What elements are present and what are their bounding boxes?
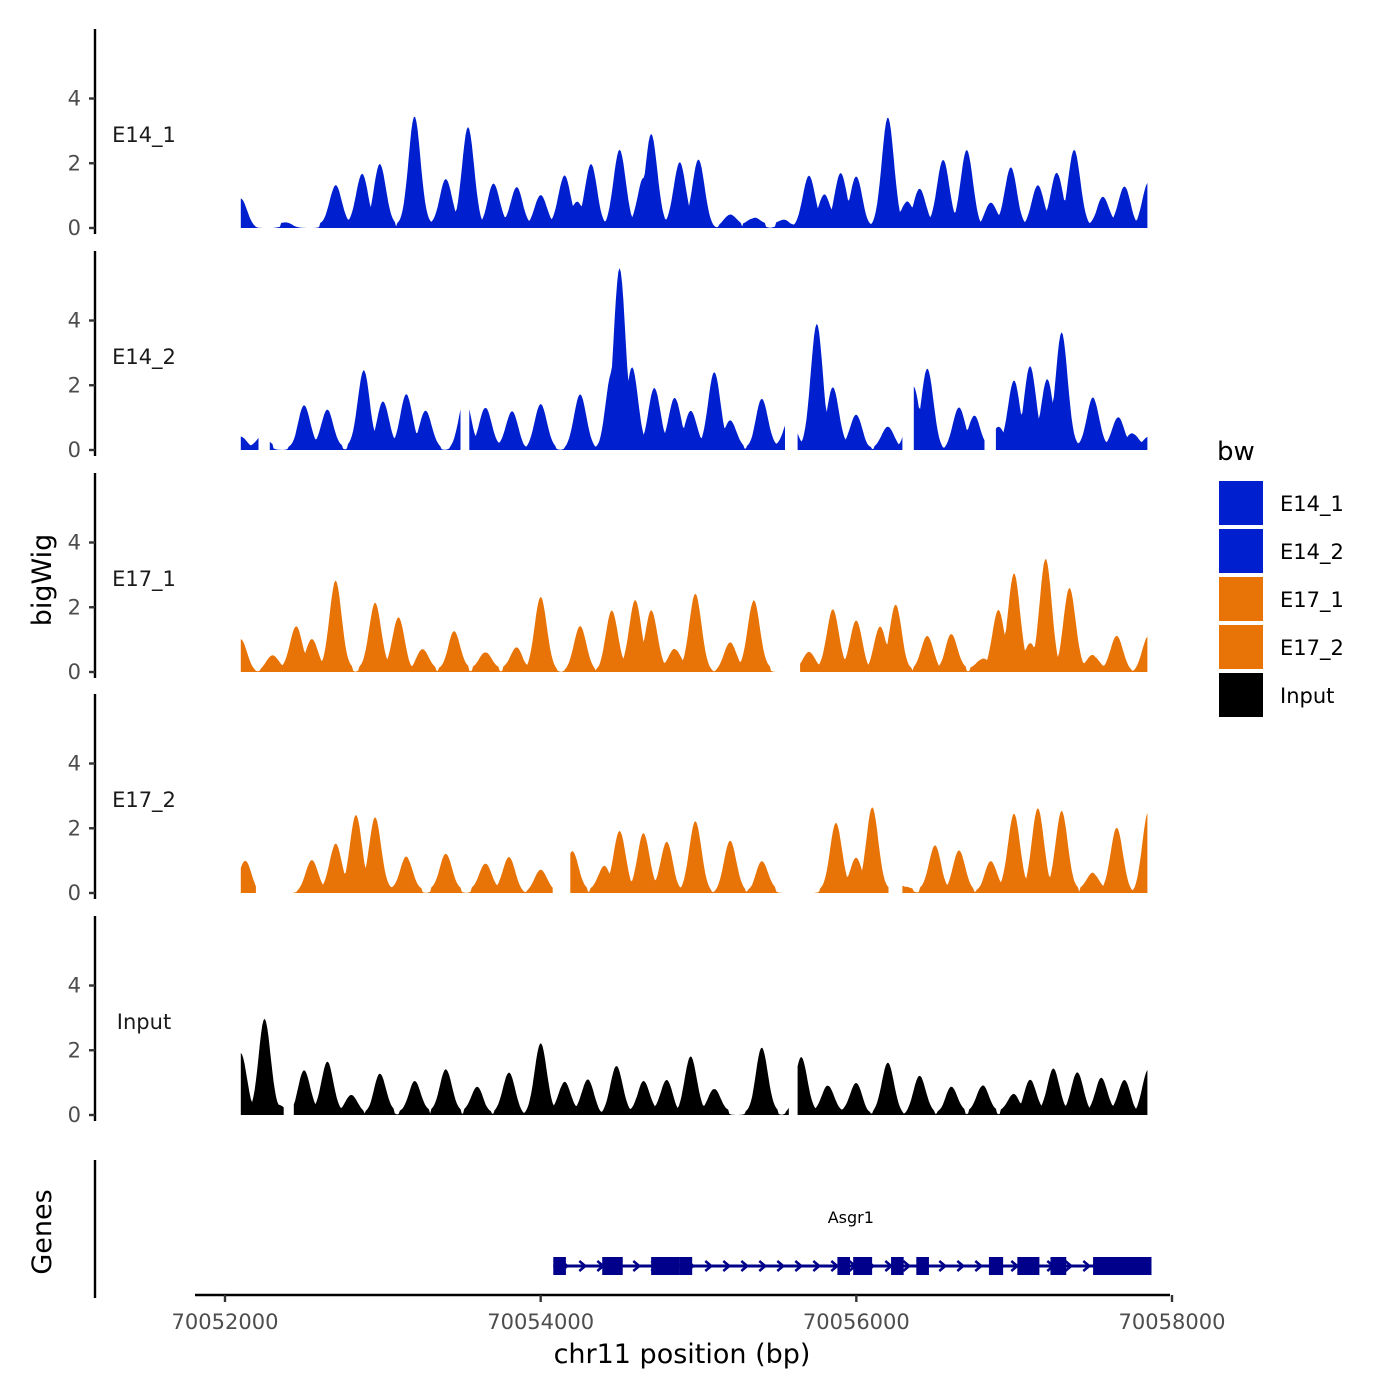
track-label: E14_1 bbox=[112, 123, 176, 148]
x-tick-label: 70052000 bbox=[172, 1310, 279, 1334]
y-tick-label: 0 bbox=[68, 216, 81, 240]
coverage-area bbox=[570, 821, 789, 893]
coverage-area bbox=[800, 559, 1148, 672]
tracks-layer: 0 2 4 E14_1 0 2 4 E14_2 0 2 4 E17_1 0 2 4 E17_2 0 2 4 Input bbox=[68, 29, 1148, 1127]
x-tick-label: 70056000 bbox=[803, 1310, 910, 1334]
exon-block bbox=[1017, 1257, 1040, 1275]
strand-arrow bbox=[902, 1260, 912, 1272]
x-axis-title: chr11 position (bp) bbox=[554, 1339, 811, 1370]
track-E17_2: 0 2 4 E17_2 bbox=[68, 694, 1148, 905]
y-tick-label: 4 bbox=[68, 974, 81, 998]
strand-arrow bbox=[1064, 1260, 1074, 1272]
gene-Asgr1: Asgr1 bbox=[553, 1208, 1152, 1275]
exon-block bbox=[1050, 1257, 1067, 1275]
strand-arrow bbox=[830, 1260, 840, 1272]
coverage-area bbox=[797, 323, 903, 450]
y-axis-title: bigWig bbox=[27, 534, 58, 627]
legend-label: E17_2 bbox=[1280, 636, 1344, 661]
coverage-area bbox=[995, 332, 1148, 450]
strand-arrow bbox=[938, 1260, 948, 1272]
coverage-area bbox=[913, 368, 985, 450]
strand-arrow bbox=[1010, 1260, 1020, 1272]
y-tick-label: 2 bbox=[68, 151, 81, 175]
y-tick-label: 2 bbox=[68, 1038, 81, 1062]
strand-arrow bbox=[758, 1260, 768, 1272]
y-tick-label: 4 bbox=[68, 531, 81, 555]
strand-arrow bbox=[632, 1260, 642, 1272]
track-label: E17_1 bbox=[112, 567, 176, 592]
strand-arrow bbox=[812, 1260, 822, 1272]
legend-title: bw bbox=[1217, 437, 1255, 467]
strand-arrow bbox=[740, 1260, 750, 1272]
coverage-area bbox=[240, 198, 265, 228]
coverage-area bbox=[240, 860, 256, 893]
track-label: Input bbox=[117, 1010, 171, 1034]
track-E17_1: 0 2 4 E17_1 bbox=[68, 473, 1148, 684]
coverage-area bbox=[814, 807, 889, 893]
y-tick-label: 0 bbox=[68, 438, 81, 462]
gene-name-label: Asgr1 bbox=[828, 1208, 874, 1227]
strand-arrow bbox=[578, 1260, 588, 1272]
y-tick-label: 2 bbox=[68, 816, 81, 840]
exon-block bbox=[679, 1257, 693, 1275]
exon-block bbox=[1093, 1257, 1152, 1275]
genes-axis-title: Genes bbox=[27, 1189, 58, 1274]
y-tick-label: 0 bbox=[68, 881, 81, 905]
exon-block bbox=[988, 1257, 1004, 1275]
y-tick-label: 0 bbox=[68, 1103, 81, 1127]
legend-swatch bbox=[1219, 577, 1263, 621]
strand-arrow bbox=[704, 1260, 714, 1272]
y-tick-label: 4 bbox=[68, 752, 81, 776]
exon-block bbox=[891, 1257, 904, 1275]
strand-arrow bbox=[1082, 1260, 1092, 1272]
exon-block bbox=[553, 1257, 566, 1275]
coverage-area bbox=[273, 116, 1148, 228]
coverage-area bbox=[240, 436, 259, 450]
legend-label: Input bbox=[1280, 684, 1334, 708]
x-tick-label: 70054000 bbox=[487, 1310, 594, 1334]
legend-swatch bbox=[1219, 529, 1263, 573]
strand-arrow bbox=[974, 1260, 984, 1272]
legend-label: E14_1 bbox=[1280, 492, 1344, 517]
coverage-area bbox=[292, 815, 553, 893]
y-tick-label: 0 bbox=[68, 660, 81, 684]
exon-block bbox=[651, 1257, 680, 1275]
coverage-area bbox=[469, 268, 785, 450]
strand-arrow bbox=[794, 1260, 804, 1272]
legend: bw E14_1 E14_2 E17_1 E17_2 Input bbox=[1217, 437, 1344, 717]
exon-block bbox=[837, 1257, 851, 1275]
exon-block bbox=[602, 1257, 623, 1275]
track-label: E14_2 bbox=[112, 345, 176, 370]
y-tick-label: 4 bbox=[68, 309, 81, 333]
exon-block bbox=[916, 1257, 929, 1275]
legend-swatch bbox=[1219, 625, 1263, 669]
track-label: E17_2 bbox=[112, 788, 176, 813]
y-tick-label: 2 bbox=[68, 595, 81, 619]
track-E14_1: 0 2 4 E14_1 bbox=[68, 29, 1148, 240]
exon-block bbox=[853, 1257, 873, 1275]
coverage-area bbox=[293, 1043, 789, 1115]
x-tick-label: 70058000 bbox=[1119, 1310, 1226, 1334]
legend-label: E17_1 bbox=[1280, 588, 1344, 613]
coverage-area bbox=[269, 370, 461, 450]
genes-panel: Asgr1 bbox=[93, 1160, 1152, 1298]
coverage-area bbox=[902, 808, 1148, 893]
track-Input: 0 2 4 Input bbox=[68, 916, 1148, 1127]
y-tick-label: 2 bbox=[68, 373, 81, 397]
legend-label: E14_2 bbox=[1280, 540, 1344, 565]
track-E14_2: 0 2 4 E14_2 bbox=[68, 251, 1148, 462]
coverage-area bbox=[240, 1018, 284, 1115]
strand-arrow bbox=[956, 1260, 966, 1272]
y-tick-label: 4 bbox=[68, 87, 81, 111]
coverage-area bbox=[240, 580, 789, 672]
coverage-area bbox=[797, 1057, 1148, 1115]
strand-arrow bbox=[722, 1260, 732, 1272]
strand-arrow bbox=[776, 1260, 786, 1272]
legend-swatch bbox=[1219, 481, 1263, 525]
x-axis: 70052000 70054000 70056000 70058000 bbox=[172, 1293, 1226, 1334]
legend-swatch bbox=[1219, 673, 1263, 717]
